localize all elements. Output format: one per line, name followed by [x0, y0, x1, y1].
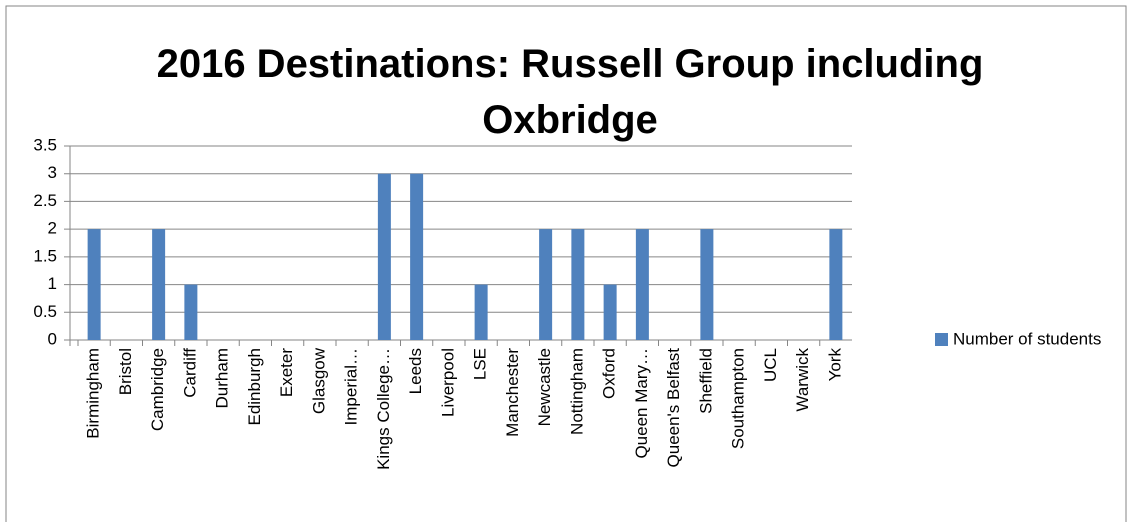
y-tick-label: 0.5 [33, 302, 57, 321]
x-tick-label: Cardiff [180, 348, 199, 398]
y-tick-label: 1.5 [33, 246, 57, 265]
bar [539, 229, 553, 340]
x-tick-label: Glasgow [309, 347, 328, 414]
bar [152, 229, 166, 340]
x-tick-label: Nottingham [567, 348, 586, 435]
x-tick-label: UCL [761, 348, 780, 382]
bar [474, 284, 488, 340]
x-tick-label: Edinburgh [245, 348, 264, 426]
x-tick-label: Durham [213, 348, 232, 408]
x-tick-label: Leeds [406, 348, 425, 394]
legend-swatch [935, 333, 948, 346]
y-tick-label: 2 [48, 219, 57, 238]
x-tick-label: York [825, 348, 844, 382]
x-tick-label: Manchester [503, 348, 522, 437]
bar [87, 229, 101, 340]
y-tick-label: 1 [48, 274, 57, 293]
y-tick-label: 0 [48, 329, 57, 348]
x-tick-label: Cambridge [148, 348, 167, 431]
x-tick-label: Newcastle [535, 348, 554, 426]
x-tick-label: Queen's Belfast [664, 348, 683, 468]
chart-border [5, 5, 1127, 522]
bar [184, 284, 198, 340]
x-tick-label: LSE [471, 348, 490, 380]
y-tick-label: 2.5 [33, 191, 57, 210]
x-tick-label: Imperial… [342, 348, 361, 425]
bar [571, 229, 585, 340]
bar [377, 173, 391, 340]
x-tick-label: Birmingham [84, 348, 103, 439]
chart-title: 2016 Destinations: Russell Group includi… [156, 42, 984, 142]
x-tick-label: Sheffield [696, 348, 715, 414]
x-tick-label: Southampton [729, 348, 748, 449]
x-tick-label: Exeter [277, 348, 296, 397]
bar [635, 229, 649, 340]
y-tick-label: 3 [48, 163, 57, 182]
bar [700, 229, 714, 340]
bar [829, 229, 843, 340]
x-tick-label: Queen Mary… [632, 348, 651, 459]
x-tick-label: Kings College… [374, 348, 393, 470]
x-tick-label: Bristol [116, 348, 135, 395]
x-tick-label: Oxford [600, 348, 619, 399]
bar [603, 284, 617, 340]
x-tick-label: Liverpool [438, 348, 457, 417]
legend-label: Number of students [953, 329, 1101, 348]
y-tick-label: 3.5 [33, 135, 57, 154]
bar [410, 173, 424, 340]
x-tick-label: Warwick [793, 348, 812, 412]
